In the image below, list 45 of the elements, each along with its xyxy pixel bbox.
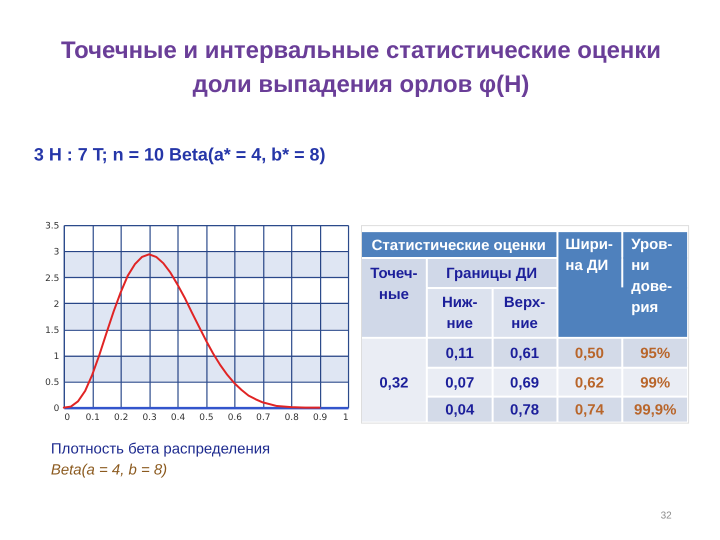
x-tick-label: 1 — [342, 413, 349, 424]
text: Ниж- ние — [442, 294, 478, 332]
chart-title: Точечные и интервальные статистические оценки доли выпадения орлов φ(H) — [60, 37, 662, 98]
text: 0,69 — [510, 374, 540, 392]
y-tick-label: 2.5 — [45, 274, 60, 284]
x-tick-label: 0.9 — [312, 413, 328, 424]
text: 0,32 — [379, 374, 408, 392]
text: Границы ДИ — [446, 264, 538, 282]
text: Шири- на ДИ — [565, 236, 613, 274]
x-tick-label: 0.6 — [228, 413, 242, 424]
y-tick-label: 0.5 — [45, 378, 60, 388]
y-tick-label: 2 — [54, 300, 60, 310]
text: 0,62 — [574, 374, 604, 392]
y-tick-label: 0 — [54, 404, 60, 414]
text: Плотность бета распределения — [50, 440, 270, 458]
text: Уров- ни дове- рия — [631, 236, 672, 316]
y-tick-label: 1.5 — [45, 326, 60, 336]
x-tick-label: 0.7 — [256, 413, 270, 424]
text: 0,04 — [445, 402, 475, 419]
text: 0,78 — [510, 402, 540, 419]
text: 99% — [640, 374, 670, 392]
line-series — [62, 253, 321, 409]
x-tick-label: 0.1 — [86, 413, 100, 424]
text: 0,50 — [574, 344, 604, 362]
text: 32 — [660, 510, 672, 522]
y-tick-label: 3 — [54, 248, 60, 258]
x-tick-label: 0.5 — [199, 413, 214, 424]
y-tick-label: 1 — [54, 352, 60, 362]
text: 0,74 — [574, 402, 605, 419]
x-tick-label: 0 — [64, 413, 70, 424]
text: 0,61 — [510, 344, 540, 362]
text: Статистические оценки — [372, 237, 546, 254]
text: 99,9% — [634, 402, 676, 419]
text: 0,11 — [446, 344, 474, 362]
text: Верх- ние — [504, 294, 546, 332]
x-tick-label: 0.3 — [142, 413, 157, 424]
text: Точеч- ные — [370, 264, 418, 303]
text: 0,07 — [445, 374, 474, 392]
y-tick-label: 3.5 — [45, 222, 60, 232]
x-tick-label: 0.8 — [284, 413, 300, 424]
x-tick-label: 0.2 — [114, 413, 128, 424]
chart-subtitle: 3 H : 7 T; n = 10 Beta(a* = 4, b* = 8) — [34, 144, 326, 164]
text: Beta(a = 4, b = 8) — [50, 461, 168, 478]
text: 95% — [640, 344, 670, 362]
x-tick-label: 0.4 — [170, 413, 186, 424]
